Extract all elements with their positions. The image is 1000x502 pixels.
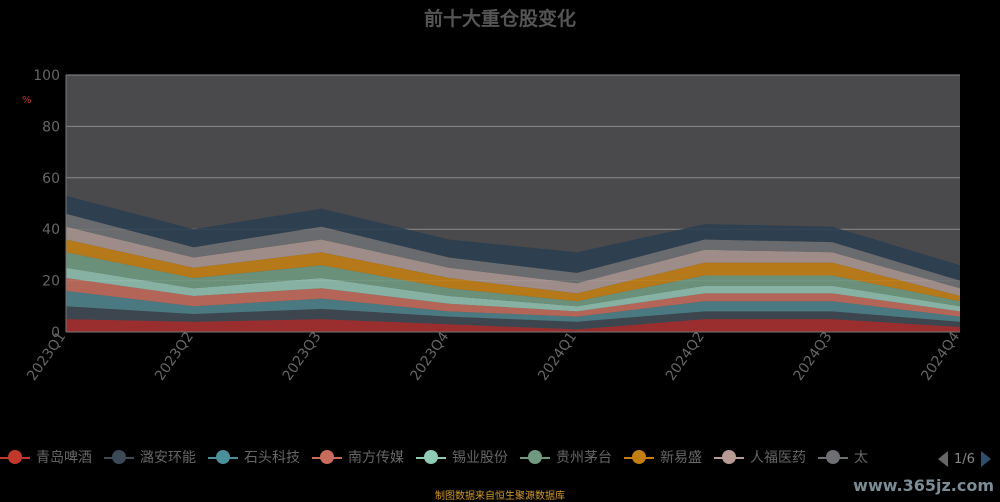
legend-marker-icon <box>0 450 30 464</box>
area-series-2[interactable] <box>66 306 960 330</box>
legend-marker-icon <box>714 450 744 464</box>
area-series-5[interactable] <box>66 267 960 312</box>
x-tick-label: 2023Q1 <box>24 329 69 384</box>
legend-marker-icon <box>312 450 342 464</box>
legend-marker-icon <box>624 450 654 464</box>
legend-pager: 1/6 <box>938 449 991 469</box>
y-tick-label: 100 <box>33 68 60 84</box>
area-series-9[interactable] <box>66 213 960 289</box>
area-series-6[interactable] <box>66 252 960 307</box>
x-tick-label: 2024Q2 <box>663 329 708 384</box>
legend-item[interactable]: 青岛啤酒 <box>0 447 92 467</box>
legend-item[interactable]: 潞安环能 <box>104 447 196 467</box>
y-tick-label: 80 <box>42 119 60 135</box>
chart-title: 前十大重仓股变化 <box>423 8 576 30</box>
x-tick-label: 2024Q4 <box>918 329 963 384</box>
area-series-10[interactable] <box>66 195 960 281</box>
legend-item[interactable]: 人福医药 <box>714 447 806 467</box>
area-series-3[interactable] <box>66 290 960 322</box>
y-axis-label: % <box>22 95 32 106</box>
area-series-1[interactable] <box>66 319 960 332</box>
legend-marker-icon <box>104 450 134 464</box>
legend-label: 太 <box>854 450 868 466</box>
legend-item[interactable]: 新易盛 <box>624 447 702 467</box>
legend-marker-icon <box>520 450 550 464</box>
legend-item[interactable]: 锡业股份 <box>416 447 508 467</box>
legend-label: 青岛啤酒 <box>36 450 92 466</box>
x-tick-label: 2023Q4 <box>407 329 452 384</box>
x-tick-label: 2023Q3 <box>280 329 325 384</box>
legend-label: 石头科技 <box>244 450 300 466</box>
legend-marker-icon <box>208 450 238 464</box>
x-tick-label: 2024Q3 <box>791 329 836 384</box>
y-tick-label: 60 <box>42 171 60 187</box>
legend-label: 锡业股份 <box>452 450 508 466</box>
legend-label: 贵州茅台 <box>556 450 612 466</box>
x-tick-label: 2024Q1 <box>535 329 580 384</box>
x-tick-label: 2023Q2 <box>152 329 197 384</box>
legend-item[interactable]: 石头科技 <box>208 447 300 467</box>
area-series-8[interactable] <box>66 226 960 296</box>
legend-label: 人福医药 <box>750 450 806 466</box>
legend-label: 南方传媒 <box>348 450 404 466</box>
y-tick-label: 20 <box>42 274 60 290</box>
legend-item[interactable]: 贵州茅台 <box>520 447 612 467</box>
source-note: 制图数据来自恒生聚源数据库 <box>435 491 565 502</box>
legend-marker-icon <box>818 450 848 464</box>
y-tick-label: 0 <box>51 325 60 341</box>
legend: 青岛啤酒 潞安环能 石头科技 南方传媒 锡业股份 贵州茅台 新易盛 人福医药 太 <box>0 447 935 471</box>
legend-page-text: 1/6 <box>954 451 975 467</box>
legend-label: 潞安环能 <box>140 450 196 466</box>
y-tick-label: 40 <box>42 222 60 238</box>
legend-prev-icon[interactable] <box>938 451 948 467</box>
area-series-4[interactable] <box>66 278 960 317</box>
legend-marker-icon <box>416 450 446 464</box>
legend-item[interactable]: 南方传媒 <box>312 447 404 467</box>
legend-next-icon[interactable] <box>980 451 991 467</box>
watermark: www.365jz.com <box>853 476 994 495</box>
legend-label: 新易盛 <box>660 450 702 466</box>
area-series-7[interactable] <box>66 239 960 302</box>
legend-item[interactable]: 太 <box>818 447 868 467</box>
